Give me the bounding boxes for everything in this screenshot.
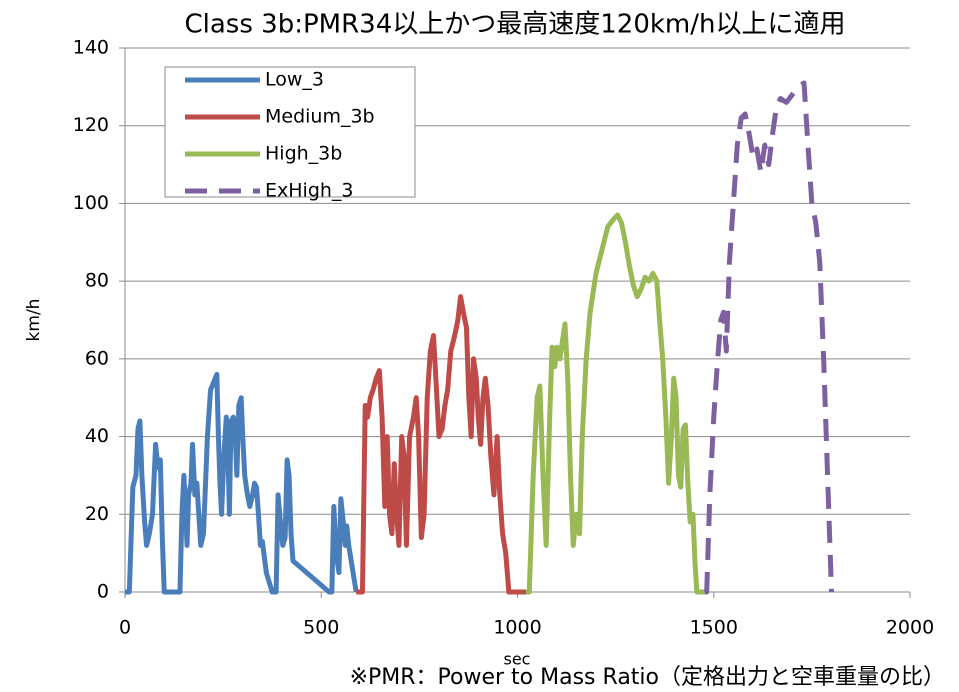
x-tick-label: 1000 bbox=[493, 617, 541, 639]
x-tick-label: 0 bbox=[119, 617, 131, 639]
annotation: ※PMR：Power to Mass Ratio（定格出力と空車重量の比） bbox=[350, 665, 945, 690]
line-series bbox=[526, 212, 705, 595]
y-tick-label: 40 bbox=[85, 425, 109, 447]
y-tick-label: 80 bbox=[85, 270, 109, 292]
y-tick-label: 100 bbox=[73, 192, 109, 214]
y-tick-label: 120 bbox=[73, 114, 109, 136]
y-tick-label: 140 bbox=[73, 37, 109, 59]
x-tick-label: 500 bbox=[303, 617, 339, 639]
y-axis-label: km/h bbox=[24, 299, 44, 342]
legend-label: Medium_3b bbox=[265, 106, 375, 128]
legend-label: High_3b bbox=[265, 143, 342, 165]
x-axis-label: sec bbox=[504, 650, 531, 669]
line-series bbox=[704, 80, 834, 595]
legend-box bbox=[164, 66, 416, 198]
line-series bbox=[125, 371, 359, 595]
y-tick-label: 20 bbox=[85, 503, 109, 525]
y-tick-label: 0 bbox=[97, 581, 109, 603]
line-series bbox=[356, 294, 527, 595]
x-tick-label: 2000 bbox=[886, 617, 934, 639]
legend-label: ExHigh_3 bbox=[265, 180, 354, 202]
legend-label: Low_3 bbox=[265, 69, 324, 91]
chart-title: Class 3b:PMR34以上かつ最高速度120km/h以上に適用 bbox=[185, 10, 846, 40]
x-tick-label: 1500 bbox=[690, 617, 738, 639]
y-tick-label: 60 bbox=[85, 347, 109, 369]
